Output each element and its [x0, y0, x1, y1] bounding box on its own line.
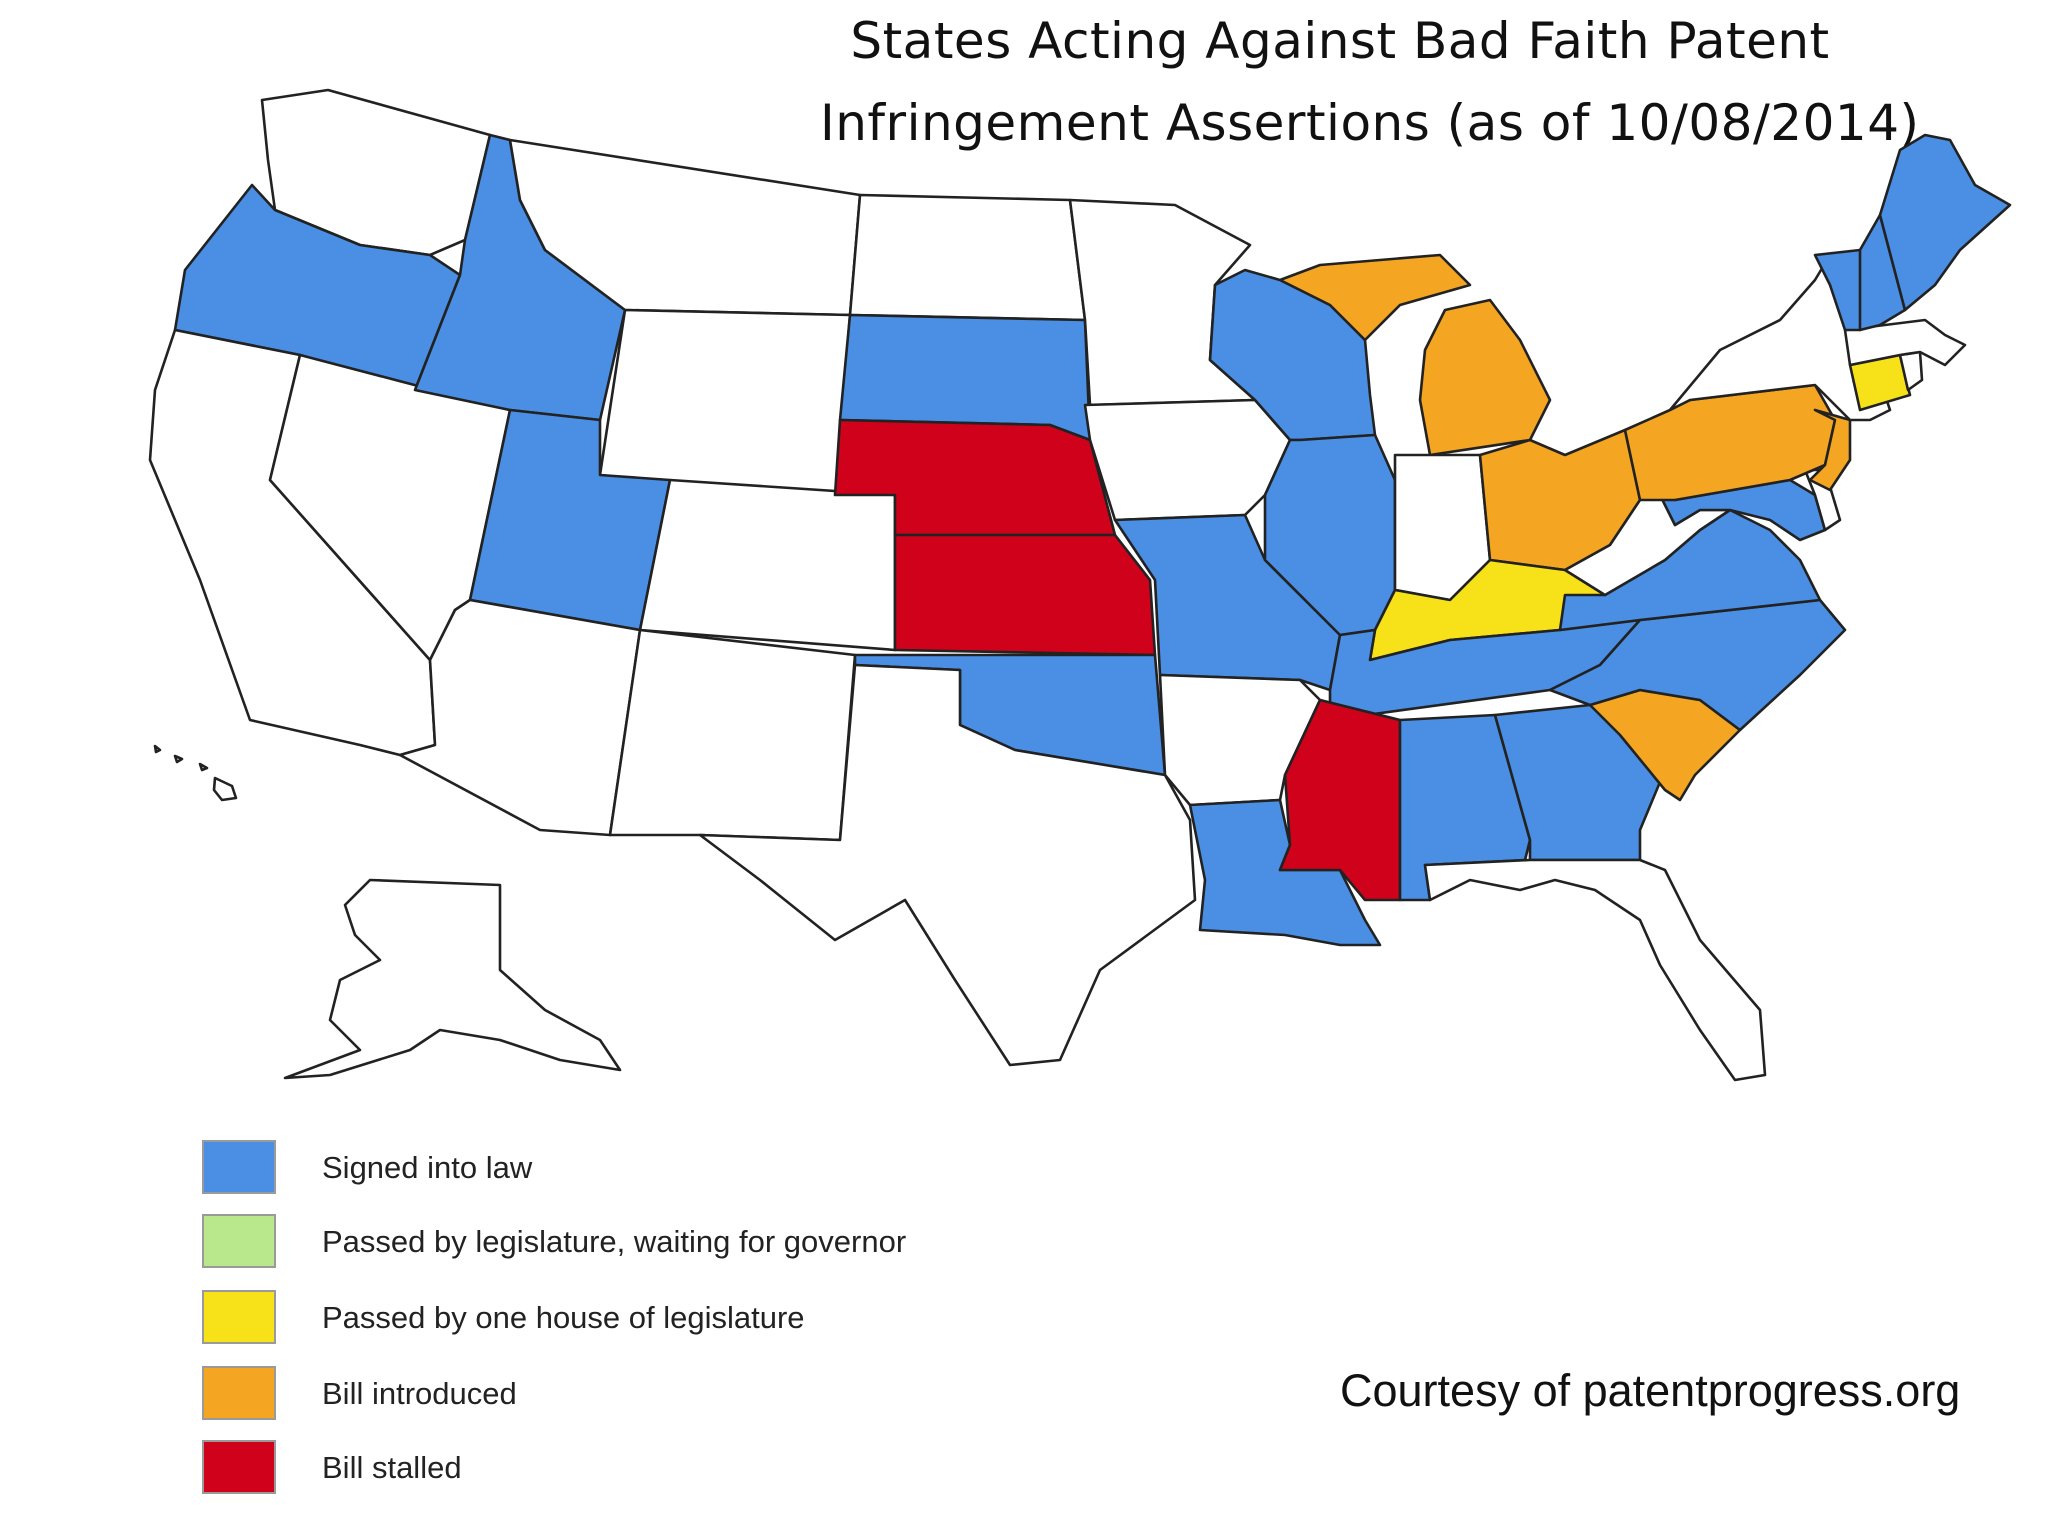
- state-new-hampshire: [1858, 213, 1907, 332]
- state-wisconsin: [1208, 268, 1377, 442]
- state-texas: [698, 663, 1197, 1067]
- map-title-line-2: Infringement Assertions (as of 10/08/201…: [820, 94, 1920, 152]
- legend-swatch: [202, 1366, 276, 1420]
- state-wyoming: [598, 308, 852, 502]
- state-north-dakota: [848, 193, 1087, 322]
- state-massachusetts: [1843, 318, 1967, 367]
- state-maine: [1878, 133, 2012, 312]
- state-new-jersey: [1808, 408, 1852, 492]
- legend-label: Passed by one house of legislature: [322, 1300, 805, 1335]
- map-title-line-1: States Acting Against Bad Faith Patent: [850, 12, 1830, 70]
- state-north-carolina: [1548, 598, 1847, 732]
- state-kansas: [893, 533, 1157, 657]
- us-states-map: [148, 88, 2012, 1082]
- legend-label: Signed into law: [322, 1150, 533, 1185]
- state-colorado: [638, 478, 897, 652]
- legend-label: Passed by legislature, waiting for gover…: [322, 1224, 907, 1259]
- state-pennsylvania: [1623, 383, 1837, 502]
- legend-swatch: [202, 1140, 276, 1194]
- legend-swatch: [202, 1440, 276, 1494]
- state-maryland: [1658, 478, 1827, 542]
- state-alaska: [283, 878, 622, 1080]
- legend-label: Bill introduced: [322, 1376, 517, 1411]
- credit-text: Courtesy of patentprogress.org: [1340, 1365, 1961, 1416]
- legend-label: Bill stalled: [322, 1450, 462, 1485]
- state-new-mexico: [608, 628, 857, 842]
- state-hawaii: [153, 744, 238, 802]
- legend-swatch: [202, 1290, 276, 1344]
- state-iowa: [1083, 398, 1292, 522]
- legend-swatch: [202, 1214, 276, 1268]
- state-florida: [1423, 858, 1767, 1082]
- state-arkansas: [1158, 673, 1322, 807]
